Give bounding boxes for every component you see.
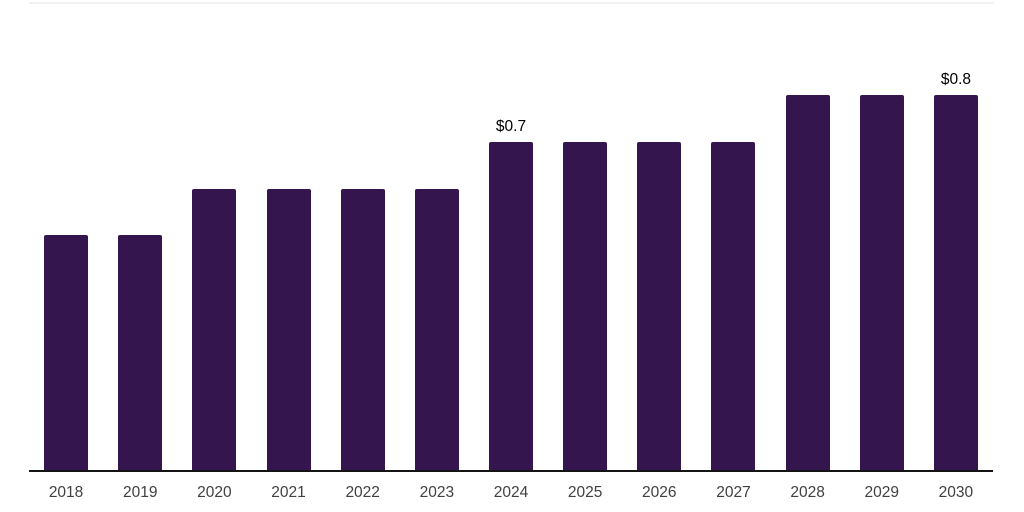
bar-2021 (266, 189, 311, 470)
x-axis-label-2023: 2023 (419, 484, 455, 501)
x-axis-label-2018: 2018 (48, 484, 84, 501)
x-axis-label-2026: 2026 (642, 484, 677, 501)
bar-2029 (859, 95, 904, 470)
x-axis-line (29, 470, 993, 472)
x-axis-label-2030: 2030 (938, 484, 974, 501)
data-label-2030: $0.8 (940, 71, 971, 88)
x-axis-label-2019: 2019 (122, 484, 158, 501)
bar-2026 (637, 142, 682, 470)
x-axis-label-2029: 2029 (864, 484, 899, 501)
x-axis-label-2024: 2024 (493, 484, 529, 501)
x-axis-label-2027: 2027 (716, 484, 751, 501)
bar-2018 (44, 235, 89, 470)
bar-2020 (192, 189, 237, 470)
bar-2030 (933, 95, 978, 470)
bar-2027 (711, 142, 756, 470)
x-axis-label-2020: 2020 (197, 484, 232, 501)
data-label-2024: $0.7 (495, 118, 527, 135)
x-axis-label-2028: 2028 (790, 484, 825, 501)
bar-2022 (340, 189, 385, 470)
x-axis-label-2021: 2021 (271, 484, 306, 501)
x-axis-label-2022: 2022 (345, 484, 380, 501)
bar-2025 (563, 142, 608, 470)
chart-top-border (29, 2, 994, 4)
bar-2023 (414, 189, 459, 470)
bar-2024 (489, 142, 533, 470)
bar-2028 (785, 95, 830, 470)
x-axis-label-2025: 2025 (567, 484, 603, 501)
bar-2019 (118, 235, 163, 470)
